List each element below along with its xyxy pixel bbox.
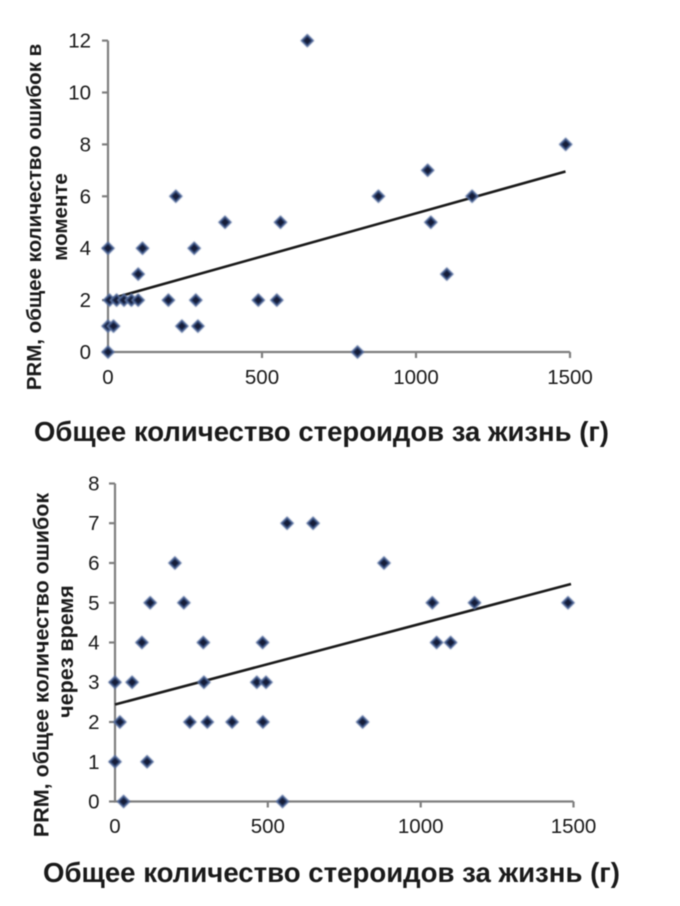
svg-text:7: 7 xyxy=(88,512,99,535)
svg-text:1500: 1500 xyxy=(551,815,597,838)
svg-text:Общее количество стероидов за: Общее количество стероидов за жизнь (г) xyxy=(34,416,609,447)
svg-text:моменте: моменте xyxy=(49,173,72,261)
svg-text:5: 5 xyxy=(88,592,99,615)
svg-text:6: 6 xyxy=(88,552,99,575)
svg-text:1000: 1000 xyxy=(398,815,444,838)
svg-text:4: 4 xyxy=(88,632,99,655)
svg-text:8: 8 xyxy=(80,133,91,156)
svg-text:2: 2 xyxy=(88,711,99,734)
svg-text:1000: 1000 xyxy=(393,366,439,389)
svg-text:1: 1 xyxy=(88,751,99,774)
svg-text:8: 8 xyxy=(88,473,99,496)
svg-text:Общее количество стероидов за: Общее количество стероидов за жизнь (г) xyxy=(43,857,620,888)
svg-text:1500: 1500 xyxy=(547,366,593,389)
svg-text:12: 12 xyxy=(68,30,91,53)
svg-text:3: 3 xyxy=(88,671,99,694)
svg-text:500: 500 xyxy=(245,366,279,389)
svg-text:10: 10 xyxy=(68,82,91,105)
svg-text:0: 0 xyxy=(88,791,99,814)
svg-text:4: 4 xyxy=(80,237,91,260)
svg-text:6: 6 xyxy=(80,185,91,208)
svg-text:0: 0 xyxy=(102,366,113,389)
svg-text:2: 2 xyxy=(80,289,91,312)
svg-text:PRM, общее количество ошибок: PRM, общее количество ошибок xyxy=(30,493,54,837)
svg-text:через время: через время xyxy=(54,585,78,718)
svg-text:500: 500 xyxy=(251,815,285,838)
svg-text:PRM, общее количество ошибок в: PRM, общее количество ошибок в xyxy=(23,44,46,391)
svg-text:0: 0 xyxy=(80,341,91,364)
svg-text:0: 0 xyxy=(109,815,120,838)
